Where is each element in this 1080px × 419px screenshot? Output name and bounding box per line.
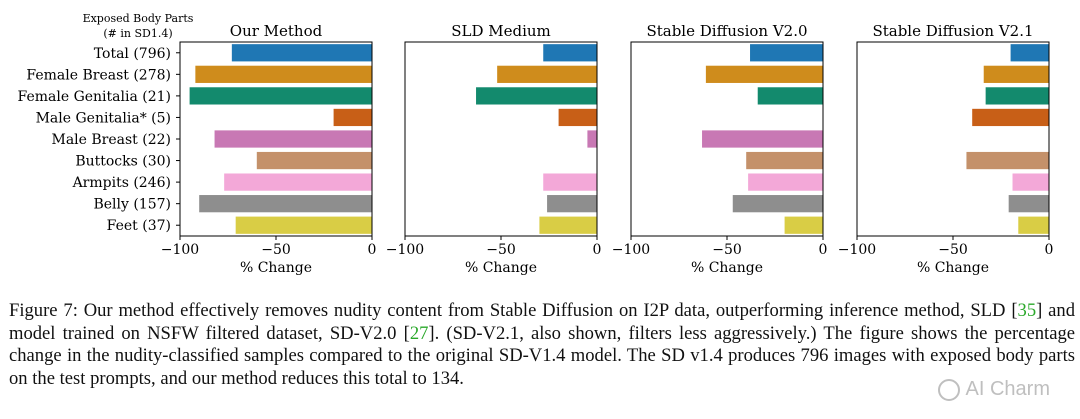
category-label: Total (796) [94, 46, 171, 62]
bar-buttocks-30 [966, 151, 1049, 170]
x-tick-label: −50 [486, 242, 516, 258]
category-labels: Total (796) Female Breast (278) Female Gen… [18, 46, 172, 234]
bar-feet-37 [539, 216, 597, 234]
panel-title: Our Method [230, 22, 323, 40]
bar-feet-37 [784, 216, 823, 234]
caption-text-1: Figure 7: Our method effectively removes… [9, 300, 1018, 321]
chart-panel-4: −100 −50 0 Stable Diffusion V2.1 % Change [838, 22, 1054, 276]
bar-buttocks-30 [256, 151, 372, 170]
category-label: Armpits (246) [72, 175, 171, 191]
bar-male-genitalia-5 [333, 108, 372, 127]
bar-armpits-246 [224, 173, 372, 191]
category-label: Male Breast (22) [51, 132, 171, 148]
figure-caption: Figure 7: Our method effectively removes… [9, 300, 1075, 390]
x-tick-label: −100 [838, 242, 876, 258]
citation-link-27[interactable]: 27 [409, 322, 429, 344]
bar-female-genitalia-21 [757, 87, 823, 105]
bar-female-genitalia-21 [189, 87, 372, 105]
chart-panels: −100 −50 0 Our Method % Change −100 −50 0 SLD Me… [161, 22, 1054, 276]
watermark: AI Charm [937, 378, 1050, 401]
bar-armpits-246 [543, 173, 597, 191]
panel-title: SLD Medium [451, 22, 551, 40]
bar-belly-157 [199, 195, 372, 213]
category-label: Male Genitalia* (5) [36, 110, 171, 126]
category-label: Feet (37) [107, 218, 171, 234]
chart-panel-2: −100 −50 0 SLD Medium % Change [386, 22, 602, 276]
x-tick-label: −100 [161, 242, 199, 258]
bar-total-796 [231, 44, 372, 62]
category-label: Female Breast (278) [26, 67, 171, 83]
x-tick-label: −50 [261, 242, 291, 258]
x-axis-label: % Change [917, 260, 989, 276]
bar-belly-157 [547, 195, 597, 213]
x-axis-label: % Change [465, 260, 537, 276]
bar-total-796 [750, 44, 823, 62]
bar-armpits-246 [748, 173, 823, 191]
bar-female-breast-278 [983, 65, 1049, 83]
bar-belly-157 [732, 195, 823, 213]
chart-panel-1: −100 −50 0 Our Method % Change [161, 22, 377, 276]
category-label: Belly (157) [93, 197, 171, 213]
bar-male-genitalia-5 [972, 108, 1049, 127]
category-label: Female Genitalia (21) [18, 89, 172, 105]
bar-male-breast-22 [587, 130, 597, 148]
x-tick-label: 0 [1045, 242, 1054, 258]
x-axis-label: % Change [240, 260, 312, 276]
bar-belly-157 [1008, 195, 1049, 213]
bar-female-genitalia-21 [476, 87, 597, 105]
bar-feet-37 [1018, 216, 1049, 234]
bar-total-796 [543, 44, 597, 62]
panel-title: Stable Diffusion V2.0 [646, 22, 807, 40]
bar-female-breast-278 [497, 65, 597, 83]
chart-panel-3: −100 −50 0 Stable Diffusion V2.0 % Change [612, 22, 828, 276]
bar-total-796 [1010, 44, 1049, 62]
x-tick-label: −100 [612, 242, 650, 258]
x-tick-label: 0 [593, 242, 602, 258]
bar-armpits-246 [1012, 173, 1049, 191]
bar-female-breast-278 [705, 65, 823, 83]
bar-male-breast-22 [214, 130, 372, 148]
figure-nudity-change: Exposed Body Parts (# in SD1.4) Total (7… [18, 12, 1054, 276]
bar-female-breast-278 [195, 65, 372, 83]
category-label: Buttocks (30) [75, 154, 171, 170]
caption-text-2: ] and model trained on NSFW filtered dat… [9, 300, 1075, 344]
bar-buttocks-30 [746, 151, 823, 170]
x-axis-label: % Change [691, 260, 763, 276]
bar-female-genitalia-21 [985, 87, 1049, 105]
x-tick-label: −50 [712, 242, 742, 258]
bar-male-breast-22 [702, 130, 823, 148]
x-tick-label: 0 [368, 242, 377, 258]
y-axis-title-line2: (# in SD1.4) [103, 27, 172, 40]
citation-link-35[interactable]: 35 [1017, 300, 1037, 321]
watermark-text: AI Charm [965, 378, 1050, 400]
bar-feet-37 [235, 216, 372, 234]
x-tick-label: −100 [386, 242, 424, 258]
bar-male-genitalia-5 [558, 108, 597, 127]
panel-title: Stable Diffusion V2.1 [872, 22, 1033, 40]
caption-text-3: ]. (SD-V2.1, also shown, filters less ag… [9, 322, 1075, 389]
y-axis-title-line1: Exposed Body Parts [83, 12, 194, 25]
watermark-logo-icon [937, 378, 960, 401]
x-tick-label: −50 [938, 242, 968, 258]
x-tick-label: 0 [819, 242, 828, 258]
